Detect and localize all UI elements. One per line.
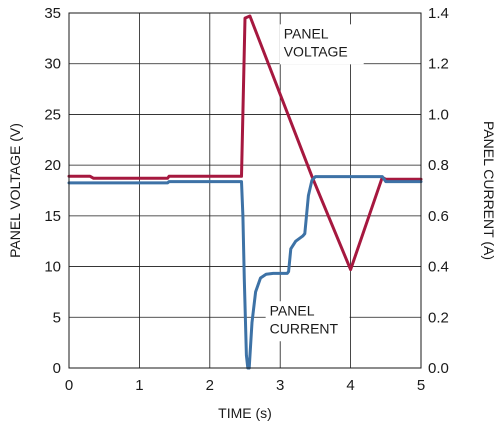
y-left-tick-label: 0 <box>53 360 61 377</box>
x-axis-title: TIME (s) <box>218 405 272 421</box>
y-left-tick-label: 10 <box>44 259 61 276</box>
x-tick-label: 1 <box>135 377 143 394</box>
annotations: PANEL VOLTAGE PANEL CURRENT <box>265 24 364 342</box>
tick-labels: 0 1 2 3 4 5 0 5 10 15 20 25 30 35 0.0 0.2 0.4 0.6 0.8 1.0 1.… <box>44 5 449 394</box>
y-left-tick-label: 20 <box>44 157 61 174</box>
y-left-tick-label: 5 <box>53 309 61 326</box>
plot-frame <box>68 12 422 369</box>
annotation-background <box>279 24 364 65</box>
y-left-tick-label: 35 <box>44 5 61 22</box>
annotation-line: VOLTAGE <box>284 43 348 59</box>
annotation-line: CURRENT <box>270 320 339 336</box>
y-right-tick-label: 1.0 <box>428 106 449 123</box>
current-line <box>67 175 423 370</box>
annotation-label: PANEL VOLTAGE <box>284 25 348 59</box>
voltage-line <box>67 14 423 272</box>
y-left-tick-label: 15 <box>44 208 61 225</box>
y-right-tick-label: 1.2 <box>428 56 449 73</box>
y-right-tick-label: 0.0 <box>428 360 449 377</box>
y-right-tick-label: 0.4 <box>428 259 449 276</box>
x-tick-label: 2 <box>206 377 214 394</box>
annotation-background <box>265 301 350 342</box>
annotation-line: PANEL <box>270 302 315 318</box>
y-axis-left-title: PANEL VOLTAGE (V) <box>7 123 23 258</box>
x-tick-label: 0 <box>65 377 73 394</box>
y-right-tick-label: 0.2 <box>428 309 449 326</box>
y-right-tick-label: 0.8 <box>428 157 449 174</box>
x-tick-label: 4 <box>346 377 354 394</box>
x-tick-label: 5 <box>417 377 425 394</box>
y-right-tick-label: 0.6 <box>428 208 449 225</box>
y-left-tick-label: 25 <box>44 106 61 123</box>
y-right-tick-label: 1.4 <box>428 5 449 22</box>
annotation-line: PANEL <box>284 25 329 41</box>
x-tick-label: 3 <box>276 377 284 394</box>
series-group <box>67 14 423 370</box>
annotation-label: PANEL CURRENT <box>270 302 339 336</box>
y-axis-right-title: PANEL CURRENT (A) <box>481 121 497 260</box>
y-left-tick-label: 30 <box>44 56 61 73</box>
